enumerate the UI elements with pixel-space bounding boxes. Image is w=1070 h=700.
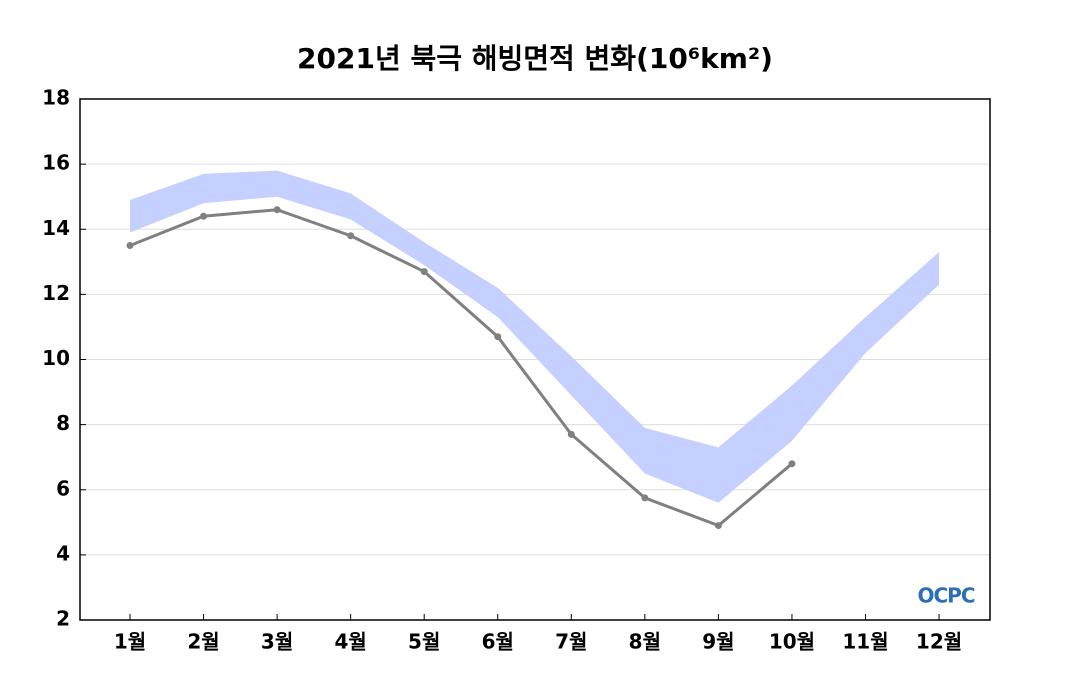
point (641, 494, 649, 502)
plot-frame (79, 98, 991, 621)
logo: OCPC (917, 584, 974, 608)
chart-title: 2021년 북극 해빙면적 변화(10⁶km²) (297, 42, 773, 75)
x-tick-label: 2월 (187, 630, 219, 654)
line (129, 208, 793, 528)
point (494, 333, 502, 341)
x-tick-label: 12월 (916, 630, 962, 654)
y-tick-label: 6 (56, 476, 70, 500)
point (567, 430, 575, 438)
y-tick-label: 10 (42, 346, 70, 370)
x-tick-label: 10월 (769, 630, 815, 654)
x-tick-label: 5월 (408, 630, 440, 654)
x-tick-label: 4월 (334, 630, 366, 654)
x-tick-label: 9월 (702, 630, 734, 654)
y-tick-label: 16 (42, 151, 70, 175)
y-tick-label: 8 (56, 411, 70, 435)
point (126, 242, 134, 250)
x-tick-label: 6월 (482, 630, 514, 654)
range-band (130, 170, 940, 503)
point (273, 206, 281, 214)
x-tick-label: 3월 (261, 630, 293, 654)
x-tick-label: 8월 (629, 630, 661, 654)
point (200, 212, 208, 220)
y-tick-label: 12 (42, 281, 70, 305)
x-tick-label: 1월 (114, 630, 146, 654)
point (714, 522, 722, 530)
point (788, 460, 796, 468)
y-tick-label: 2 (56, 607, 70, 631)
point (347, 232, 355, 240)
y-tick-label: 18 (42, 86, 70, 110)
y-tick-label: 14 (42, 216, 70, 240)
y-tick-label: 4 (56, 541, 70, 565)
x-tick-label: 7월 (555, 630, 587, 654)
x-tick-label: 11월 (842, 630, 888, 654)
point (420, 268, 428, 276)
